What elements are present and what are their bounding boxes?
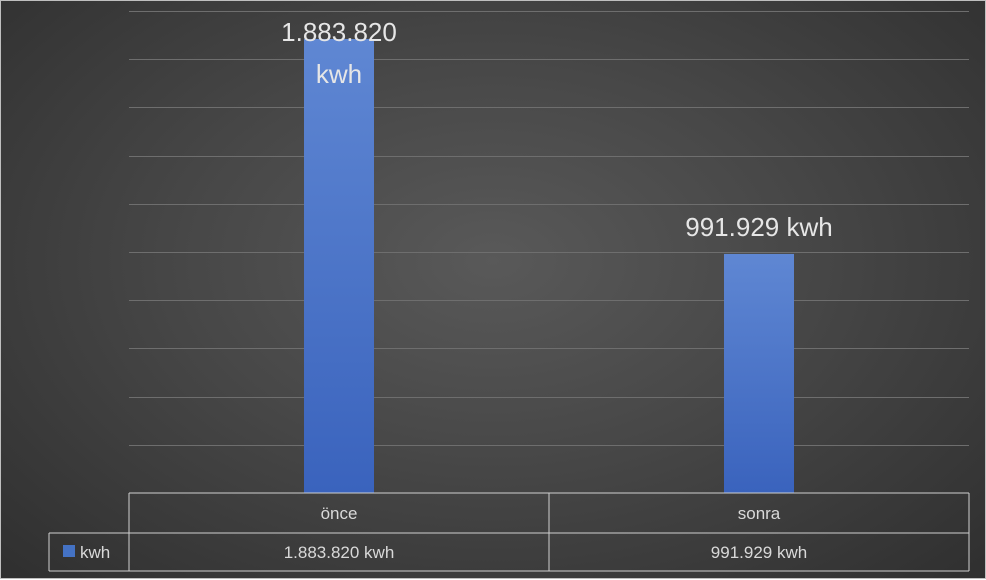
bar-önce — [304, 38, 374, 493]
bar-sonra — [724, 253, 794, 493]
table-value: 1.883.820 kwh — [284, 543, 395, 562]
data-label: 991.929 kwh — [685, 212, 832, 242]
category-label: önce — [321, 504, 358, 523]
data-table: önce 1.883.820 kwh sonra 991.929 kwh kwh — [48, 492, 970, 572]
legend-key-label: kwh — [80, 543, 110, 562]
category-label: sonra — [738, 504, 781, 523]
bars — [304, 38, 794, 493]
gridlines — [129, 11, 969, 446]
legend-key-swatch — [63, 545, 75, 557]
data-label: 1.883.820 kwh — [281, 17, 397, 89]
table-value: 991.929 kwh — [711, 543, 807, 562]
data-labels: 1.883.820 kwh 991.929 kwh — [281, 17, 833, 242]
